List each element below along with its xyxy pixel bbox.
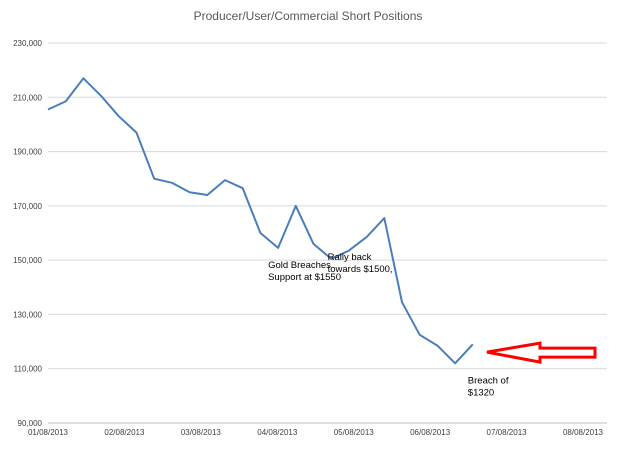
y-axis-ticks: 90,000 110,000 130,000 150,000 170,000 190,00… bbox=[13, 39, 42, 428]
y-tick-label: 90,000 bbox=[18, 419, 43, 428]
series-line bbox=[47, 77, 474, 365]
y-tick-label: 210,000 bbox=[13, 93, 42, 102]
y-tick-label: 170,000 bbox=[13, 202, 42, 211]
series-group bbox=[47, 77, 474, 365]
annotation-text: Gold Breaches Support at $1550 bbox=[268, 260, 341, 283]
y-tick-label: 190,000 bbox=[13, 148, 42, 157]
gridlines bbox=[48, 42, 607, 424]
arrow-shape bbox=[486, 341, 597, 364]
annotation-text: Rally back towards $1500, bbox=[328, 252, 393, 275]
x-tick-label: 06/08/2013 bbox=[410, 428, 451, 437]
red-arrow bbox=[486, 341, 597, 364]
x-tick-label: 04/08/2013 bbox=[257, 428, 298, 437]
x-tick-label: 03/08/2013 bbox=[181, 428, 222, 437]
x-tick-label: 08/08/2013 bbox=[563, 428, 604, 437]
y-tick-label: 110,000 bbox=[14, 365, 43, 374]
x-axis-ticks: 01/08/2013 02/08/2013 03/08/2013 04/08/2013… bbox=[28, 428, 604, 437]
annotation-text: Breach of $1320 bbox=[468, 375, 509, 398]
x-tick-label: 05/08/2013 bbox=[334, 428, 375, 437]
y-tick-label: 130,000 bbox=[13, 310, 42, 319]
y-tick-label: 230,000 bbox=[13, 39, 42, 48]
x-tick-label: 02/08/2013 bbox=[104, 428, 145, 437]
x-tick-label: 07/08/2013 bbox=[487, 428, 528, 437]
chart-title: Producer/User/Commercial Short Positions bbox=[194, 9, 423, 23]
x-tick-label: 01/08/2013 bbox=[28, 428, 69, 437]
y-tick-label: 150,000 bbox=[13, 256, 42, 265]
